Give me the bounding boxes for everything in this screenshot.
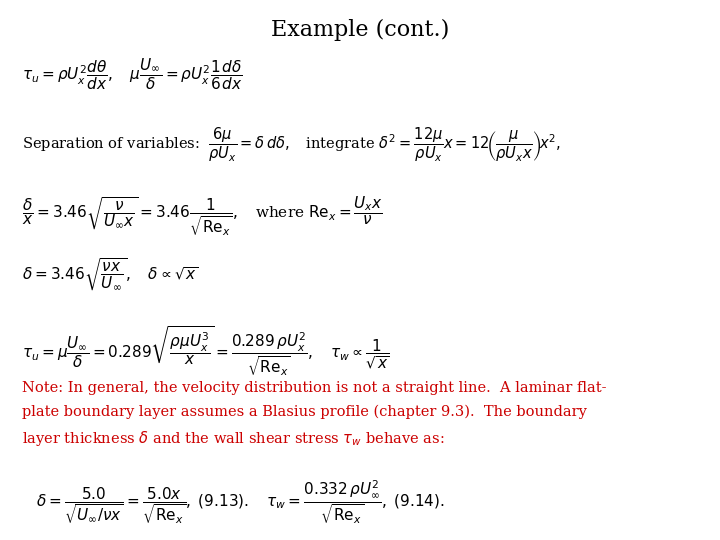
Text: layer thickness $\delta$ and the wall shear stress $\tau_w$ behave as:: layer thickness $\delta$ and the wall sh… xyxy=(22,429,444,448)
Text: Separation of variables:  $\dfrac{6\mu}{\rho U_x} = \delta\,d\delta,$   integrat: Separation of variables: $\dfrac{6\mu}{\… xyxy=(22,125,561,164)
Text: $\tau_u = \mu\dfrac{U_\infty}{\delta} = 0.289\sqrt{\dfrac{\rho\mu U_x^3}{x}} = \: $\tau_u = \mu\dfrac{U_\infty}{\delta} = … xyxy=(22,324,390,378)
Text: Note: In general, the velocity distribution is not a straight line.  A laminar f: Note: In general, the velocity distribut… xyxy=(22,381,606,395)
Text: $\dfrac{\delta}{x} = 3.46\sqrt{\dfrac{\nu}{U_\infty x}} = 3.46\dfrac{1}{\sqrt{\m: $\dfrac{\delta}{x} = 3.46\sqrt{\dfrac{\n… xyxy=(22,194,382,238)
Text: $\delta = \dfrac{5.0}{\sqrt{U_\infty/\nu x}} = \dfrac{5.0x}{\sqrt{\mathrm{Re}_x}: $\delta = \dfrac{5.0}{\sqrt{U_\infty/\nu… xyxy=(36,478,445,526)
Text: plate boundary layer assumes a Blasius profile (chapter 9.3).  The boundary: plate boundary layer assumes a Blasius p… xyxy=(22,405,587,420)
Text: Example (cont.): Example (cont.) xyxy=(271,19,449,41)
Text: $\delta = 3.46\sqrt{\dfrac{\nu x}{U_\infty}},\quad \delta \propto \sqrt{x}$: $\delta = 3.46\sqrt{\dfrac{\nu x}{U_\inf… xyxy=(22,256,198,293)
Text: $\tau_u = \rho U_x^2 \dfrac{d\theta}{dx},\quad \mu \dfrac{U_\infty}{\delta} = \r: $\tau_u = \rho U_x^2 \dfrac{d\theta}{dx}… xyxy=(22,57,242,92)
